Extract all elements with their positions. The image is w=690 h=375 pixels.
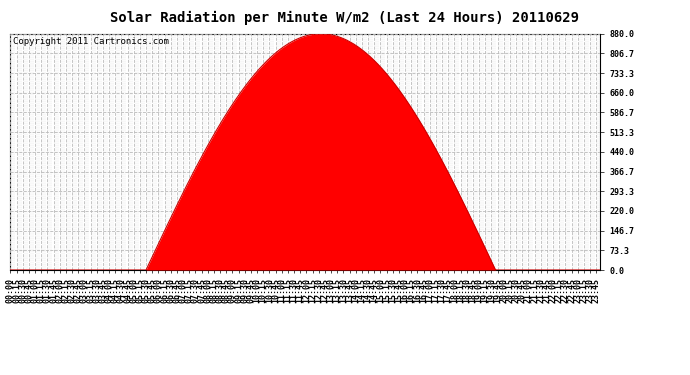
Text: Copyright 2011 Cartronics.com: Copyright 2011 Cartronics.com bbox=[13, 37, 169, 46]
Text: Solar Radiation per Minute W/m2 (Last 24 Hours) 20110629: Solar Radiation per Minute W/m2 (Last 24… bbox=[110, 11, 580, 26]
